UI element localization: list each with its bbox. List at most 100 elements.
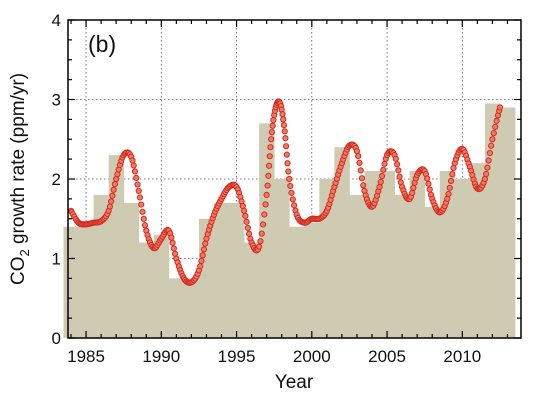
bar [349, 194, 365, 338]
data-point [111, 180, 119, 188]
data-point [106, 203, 113, 210]
data-point [141, 222, 149, 229]
data-point [197, 263, 204, 270]
data-point [492, 123, 499, 130]
y-tick-label: 0 [52, 329, 61, 348]
data-point [393, 161, 401, 168]
bar [274, 179, 290, 338]
data-point [270, 117, 277, 124]
data-point [109, 192, 116, 199]
x-tick-label: 2010 [443, 347, 481, 366]
y-axis-label-main: CO [8, 257, 29, 286]
data-point [444, 195, 451, 202]
data-point [139, 208, 146, 215]
data-point [490, 130, 497, 137]
data-point [257, 238, 264, 245]
data-point [358, 175, 366, 182]
data-point [261, 211, 268, 218]
data-point [376, 183, 383, 191]
data-point [355, 152, 362, 160]
data-point [447, 177, 455, 185]
data-point [265, 172, 272, 179]
data-point [381, 160, 388, 167]
point-series [67, 98, 504, 286]
data-point [287, 182, 294, 190]
data-point [138, 201, 145, 208]
data-point [357, 167, 364, 174]
data-point [377, 178, 384, 186]
data-point [243, 218, 250, 225]
data-point [256, 243, 263, 250]
data-point [445, 190, 452, 198]
data-point [259, 221, 267, 228]
data-point [360, 182, 367, 189]
data-point [484, 164, 491, 171]
data-point [485, 157, 492, 164]
bar [138, 242, 155, 338]
data-point [285, 168, 292, 175]
data-point [446, 184, 453, 191]
bar [364, 171, 380, 338]
data-point [108, 198, 115, 205]
bar [454, 179, 471, 338]
bar [424, 206, 441, 338]
data-point [496, 104, 504, 111]
data-point [133, 174, 140, 182]
data-point [481, 175, 488, 183]
data-point [426, 186, 433, 193]
x-tick-label: 1985 [67, 347, 105, 366]
data-point [283, 143, 290, 150]
bar [244, 242, 260, 338]
data-point [288, 189, 295, 196]
data-point [450, 164, 457, 172]
data-point [282, 135, 289, 142]
data-point [131, 168, 139, 175]
data-point [286, 175, 293, 183]
data-point [140, 215, 147, 222]
bar [213, 202, 230, 338]
data-point [281, 128, 288, 135]
data-point [283, 151, 290, 158]
y-tick-label: 2 [52, 170, 61, 189]
tick-labels: 1985 1990 1995 2000 2005 2010 0 1 2 3 4 [52, 11, 482, 366]
data-point [200, 246, 208, 253]
data-point [483, 170, 490, 178]
data-point [268, 136, 275, 143]
data-point [380, 166, 387, 173]
data-point [264, 182, 271, 189]
data-point [493, 117, 500, 124]
bar [63, 226, 79, 338]
data-point [240, 207, 248, 214]
data-point [356, 159, 363, 166]
x-tick-label: 1990 [142, 347, 180, 366]
data-point [488, 142, 495, 149]
bar [334, 147, 350, 338]
data-point [170, 245, 177, 252]
data-point [242, 212, 249, 220]
data-point [395, 167, 402, 174]
bar [183, 278, 200, 338]
data-point [169, 239, 176, 246]
axis-ticks [68, 19, 521, 339]
data-point [244, 224, 251, 232]
bar [168, 278, 185, 338]
y-axis-label-rest: growth rate (ppm/yr) [8, 73, 29, 249]
data-point [267, 144, 274, 151]
bar [499, 107, 516, 338]
bar [153, 234, 170, 338]
data-point [110, 186, 117, 193]
y-tick-label: 3 [52, 91, 61, 110]
data-point [279, 111, 286, 118]
bar [379, 171, 395, 338]
data-point [410, 184, 417, 192]
data-point [266, 153, 273, 160]
data-point [291, 202, 298, 209]
x-tick-label: 2005 [368, 347, 406, 366]
data-point [392, 155, 399, 162]
bar [93, 194, 110, 338]
data-point [245, 230, 253, 237]
y-tick-label: 1 [52, 250, 61, 269]
x-tick-label: 2000 [293, 347, 331, 366]
data-point [258, 230, 265, 237]
